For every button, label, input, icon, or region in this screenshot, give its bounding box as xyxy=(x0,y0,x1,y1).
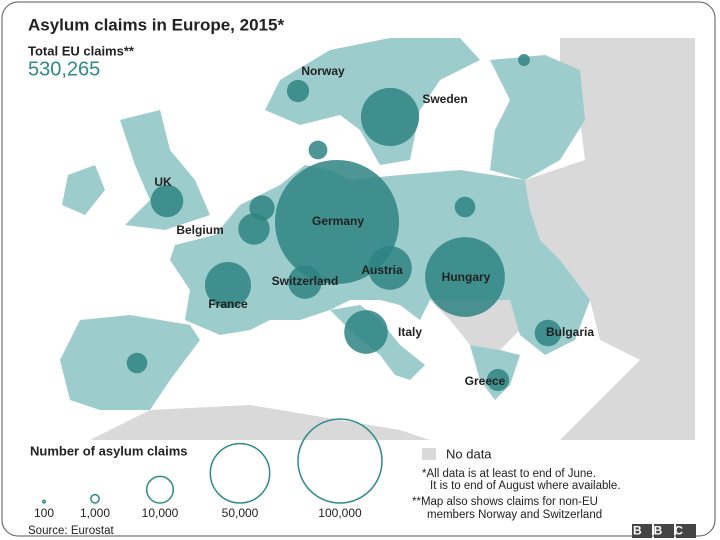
no-data-label: No data xyxy=(446,446,492,461)
bubble-layer xyxy=(126,54,562,392)
country-bubble xyxy=(204,261,252,309)
legend-circle xyxy=(209,442,271,504)
country-label: Germany xyxy=(312,214,364,228)
logo: BBC xyxy=(632,524,696,538)
country-bubble xyxy=(518,54,530,66)
legend-label: 100,000 xyxy=(318,506,362,520)
country-label: Hungary xyxy=(442,270,491,284)
country-bubble xyxy=(286,79,310,103)
note: members Norway and Switzerland xyxy=(427,509,602,521)
note: *All data is at least to end of June. xyxy=(422,468,596,480)
legend-label: 1,000 xyxy=(80,506,110,520)
no-data-swatch xyxy=(422,448,436,460)
total-label: Total EU claims** xyxy=(28,43,135,58)
country-bubble xyxy=(288,265,322,299)
legend-label: 10,000 xyxy=(142,506,179,520)
non-eu-land xyxy=(525,38,695,440)
country-label: Norway xyxy=(301,64,345,78)
country-bubble xyxy=(274,159,400,285)
ireland xyxy=(62,165,105,215)
country-bubble xyxy=(425,237,505,317)
country-label: Greece xyxy=(465,374,506,388)
country-label: Belgium xyxy=(176,223,223,237)
country-bubble xyxy=(360,87,420,147)
country-bubble xyxy=(126,352,148,374)
legend-circle xyxy=(145,475,175,504)
country-bubble xyxy=(238,213,270,245)
country-label: Italy xyxy=(398,325,422,339)
legend-label: 100 xyxy=(34,506,54,520)
source: Source: Eurostat xyxy=(28,525,114,537)
country-label: France xyxy=(208,297,248,311)
note: It is to end of August where available. xyxy=(430,480,621,492)
country-label: Bulgaria xyxy=(546,325,594,339)
country-bubble xyxy=(249,195,275,221)
title: Asylum claims in Europe, 2015* xyxy=(28,15,284,34)
country-label: UK xyxy=(154,175,172,189)
country-label: Switzerland xyxy=(272,274,339,288)
country-bubble xyxy=(454,196,476,218)
finland-baltics xyxy=(490,55,585,180)
legend-circle xyxy=(90,493,100,504)
legend-circle xyxy=(297,418,383,504)
country-bubble xyxy=(486,368,510,392)
legend-title: Number of asylum claims xyxy=(30,443,188,458)
logo-text: BBC xyxy=(633,524,695,538)
country-bubble xyxy=(150,184,184,218)
total-value: 530,265 xyxy=(28,58,100,80)
country-label: Austria xyxy=(361,263,403,277)
country-bubble xyxy=(344,310,388,354)
country-bubble xyxy=(368,246,412,290)
country-bubble xyxy=(308,140,328,160)
britain xyxy=(120,110,210,230)
country-bubble xyxy=(534,319,562,347)
north-africa xyxy=(90,405,430,440)
country-label: Sweden xyxy=(422,92,467,106)
note: **Map also shows claims for non-EU xyxy=(412,496,598,508)
legend-circle xyxy=(41,499,47,504)
legend-label: 50,000 xyxy=(222,506,259,520)
